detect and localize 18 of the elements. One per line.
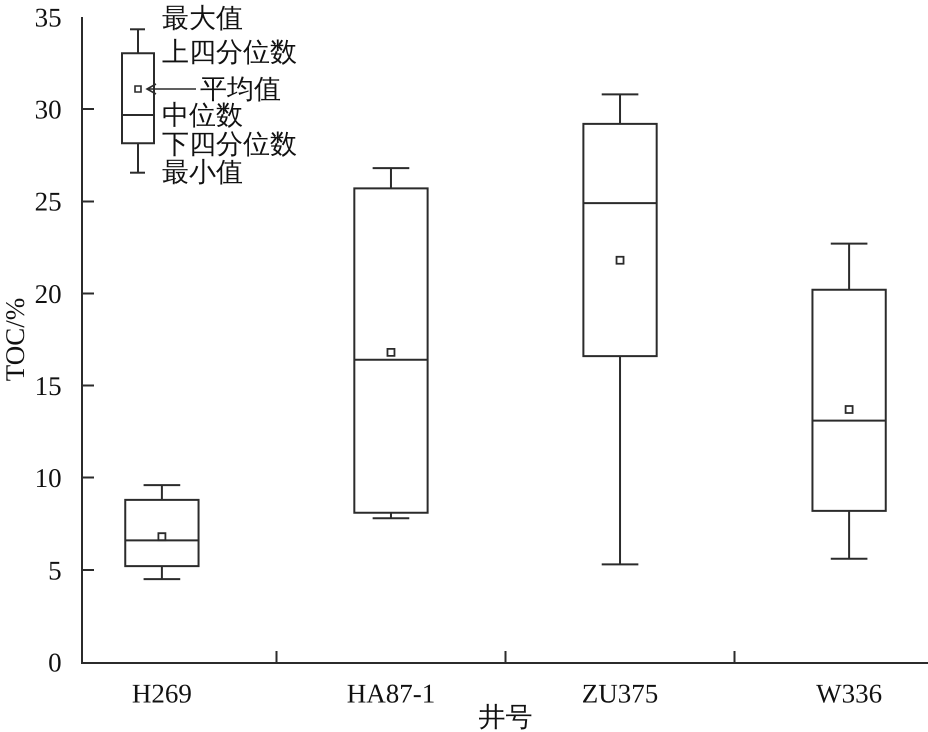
x-tick-label: W336 <box>816 678 882 708</box>
y-tick-label: 15 <box>34 371 62 402</box>
y-tick-label: 25 <box>34 186 62 217</box>
y-tick-label: 35 <box>34 2 62 32</box>
annotation: 最小值 <box>162 157 243 187</box>
y-tick-label: 30 <box>34 94 62 125</box>
y-axis-title: TOC/% <box>0 298 30 382</box>
annotation: 下四分位数 <box>162 129 297 159</box>
x-tick-label: H269 <box>132 678 192 708</box>
x-tick-label: ZU375 <box>582 678 658 708</box>
y-tick-label: 0 <box>48 647 62 678</box>
y-tick-label: 20 <box>34 278 62 309</box>
x-tick-label: HA87-1 <box>346 678 436 708</box>
y-tick-label: 10 <box>34 463 62 494</box>
y-tick-label: 5 <box>48 555 62 586</box>
annotation: 上四分位数 <box>162 37 297 67</box>
annotation: 最大值 <box>162 3 243 33</box>
x-axis-title: 井号 <box>478 702 532 732</box>
